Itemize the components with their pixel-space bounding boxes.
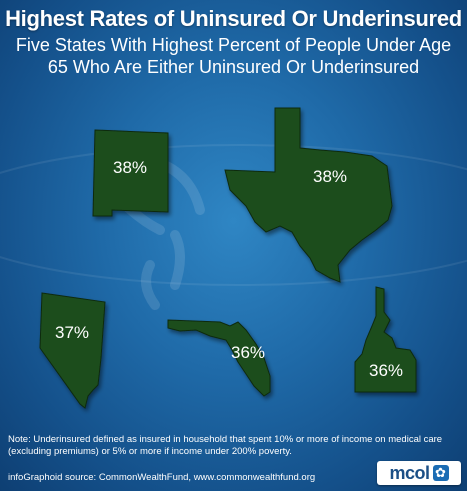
flower-icon: ✿ [432,465,449,481]
source-credit: infoGraphoid source: CommonWealthFund, w… [8,472,316,483]
state-label-new-mexico: 38% [113,158,147,177]
nevada-state [39,292,106,409]
logo-text: mcol [389,462,430,483]
florida-state [167,319,271,397]
state-label-nevada: 37% [55,323,89,342]
texas-state [224,107,393,283]
state-label-florida: 36% [231,343,265,362]
new-mexico-state [92,129,169,217]
state-label-idaho: 36% [369,361,403,380]
footnote: Note: Underinsured defined as insured in… [8,434,443,457]
page-title: Highest Rates of Uninsured Or Underinsur… [5,6,462,31]
glow-arc [0,144,467,286]
mcol-logo: mcol ✿ [377,461,461,485]
page-subtitle: Five States With Highest Percent of Peop… [15,35,452,77]
idaho-state [354,286,417,393]
state-label-texas: 38% [313,167,347,186]
